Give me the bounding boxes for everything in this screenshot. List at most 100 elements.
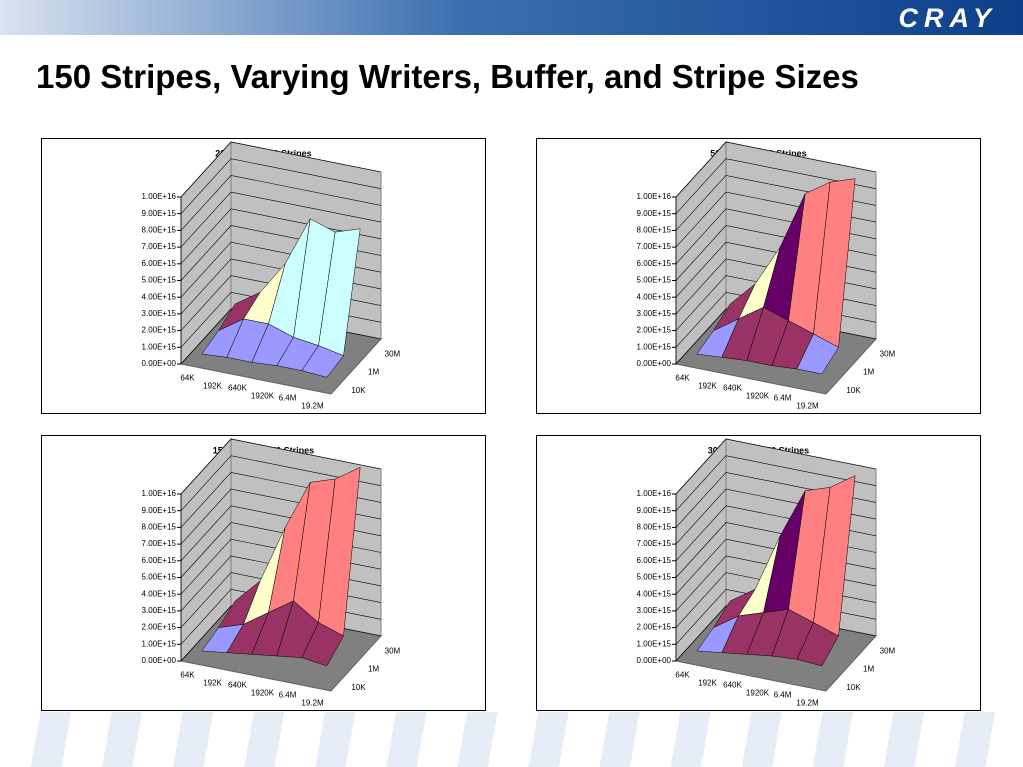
chart: 300 Writers, 150 Stripes0.00E+001.00E+15… xyxy=(536,435,981,711)
y-tick-label: 3.00E+15 xyxy=(637,606,672,615)
x-tick-label: 192K xyxy=(698,382,717,391)
x-tick-label: 1920K xyxy=(746,392,770,401)
surface-patch xyxy=(301,622,344,667)
y-tick-label: 8.00E+15 xyxy=(142,523,177,532)
grid-line xyxy=(675,455,877,511)
y-tick-label: 1.00E+15 xyxy=(142,342,177,351)
y-tick-label: 3.00E+15 xyxy=(637,309,672,318)
x-tick-label: 19.2M xyxy=(301,402,324,411)
depth-tick-label: 10K xyxy=(846,683,861,692)
y-tick-label: 1.00E+16 xyxy=(637,489,672,498)
y-tick-label: 5.00E+15 xyxy=(142,276,177,285)
x-tick-label: 6.4M xyxy=(774,394,792,403)
x-tick-label: 1920K xyxy=(251,689,275,698)
y-tick-label: 8.00E+15 xyxy=(637,523,672,532)
grid-line xyxy=(675,141,877,198)
depth-tick-label: 10K xyxy=(351,386,366,395)
y-tick-label: 4.00E+15 xyxy=(637,292,672,301)
surface-patch xyxy=(796,333,839,375)
x-tick-label: 6.4M xyxy=(279,691,297,700)
y-tick-label: 2.00E+15 xyxy=(142,326,177,335)
x-tick-label: 192K xyxy=(203,382,222,391)
grid-line xyxy=(180,141,382,198)
x-tick-label: 1920K xyxy=(251,392,275,401)
depth-tick-label: 30M xyxy=(880,646,896,655)
depth-tick-label: 1M xyxy=(368,368,379,377)
x-tick-label: 64K xyxy=(675,374,690,383)
chart: 20 Writers, 150 Stripes0.00E+001.00E+152… xyxy=(41,138,486,414)
top-bar: CRAY xyxy=(0,0,1023,35)
x-tick-label: 6.4M xyxy=(279,394,297,403)
y-tick-label: 3.00E+15 xyxy=(142,309,177,318)
surface-patch xyxy=(796,622,839,667)
x-tick-label: 640K xyxy=(723,384,742,393)
depth-tick-label: 30M xyxy=(385,646,401,655)
chart: 150 Writers, 150 Stripes0.00E+001.00E+15… xyxy=(41,435,486,711)
grid-line xyxy=(180,175,382,231)
y-tick-label: 9.00E+15 xyxy=(637,506,672,515)
y-tick-label: 7.00E+15 xyxy=(142,242,177,251)
y-tick-label: 9.00E+15 xyxy=(142,209,177,218)
y-tick-label: 1.00E+15 xyxy=(637,639,672,648)
y-tick-label: 6.00E+15 xyxy=(637,259,672,268)
depth-tick-label: 30M xyxy=(880,349,896,358)
y-tick-label: 0.00E+00 xyxy=(637,656,672,665)
slide-title: 150 Stripes, Varying Writers, Buffer, an… xyxy=(36,58,859,95)
y-tick-label: 1.00E+16 xyxy=(142,192,177,201)
depth-tick-label: 10K xyxy=(846,386,861,395)
decoration xyxy=(0,712,1023,767)
logo: CRAY xyxy=(898,3,997,33)
grid-line xyxy=(180,191,382,248)
y-tick-label: 0.00E+00 xyxy=(142,359,177,368)
y-tick-label: 0.00E+00 xyxy=(142,656,177,665)
y-tick-label: 9.00E+15 xyxy=(637,209,672,218)
grid-line xyxy=(180,455,382,511)
x-tick-label: 640K xyxy=(723,681,742,690)
y-tick-label: 6.00E+15 xyxy=(142,556,177,565)
y-tick-label: 9.00E+15 xyxy=(142,506,177,515)
x-tick-label: 64K xyxy=(675,671,690,680)
grid-line xyxy=(675,158,877,214)
x-tick-label: 640K xyxy=(228,384,247,393)
depth-tick-label: 1M xyxy=(863,368,874,377)
y-tick-label: 2.00E+15 xyxy=(142,623,177,632)
y-tick-label: 1.00E+15 xyxy=(142,639,177,648)
depth-tick-label: 1M xyxy=(368,665,379,674)
x-tick-label: 640K xyxy=(228,681,247,690)
y-tick-label: 8.00E+15 xyxy=(637,226,672,235)
x-tick-label: 192K xyxy=(203,679,222,688)
depth-tick-label: 1M xyxy=(863,665,874,674)
x-tick-label: 19.2M xyxy=(796,402,819,411)
x-tick-label: 19.2M xyxy=(796,699,819,708)
y-tick-label: 5.00E+15 xyxy=(142,573,177,582)
y-tick-label: 8.00E+15 xyxy=(142,226,177,235)
grid-line xyxy=(180,158,382,214)
x-tick-label: 19.2M xyxy=(301,699,324,708)
y-tick-label: 2.00E+15 xyxy=(637,326,672,335)
y-tick-label: 7.00E+15 xyxy=(637,242,672,251)
y-tick-label: 5.00E+15 xyxy=(637,276,672,285)
y-tick-label: 1.00E+16 xyxy=(142,489,177,498)
y-tick-label: 0.00E+00 xyxy=(637,359,672,368)
depth-tick-label: 10K xyxy=(351,683,366,692)
y-tick-label: 4.00E+15 xyxy=(637,589,672,598)
surface-patch xyxy=(301,345,344,378)
y-tick-label: 1.00E+16 xyxy=(637,192,672,201)
y-tick-label: 4.00E+15 xyxy=(142,292,177,301)
y-tick-label: 6.00E+15 xyxy=(637,556,672,565)
y-tick-label: 7.00E+15 xyxy=(142,539,177,548)
grid-line xyxy=(675,438,877,495)
depth-tick-label: 30M xyxy=(385,349,401,358)
chart: 50 Writers, 150 Stripes0.00E+001.00E+152… xyxy=(536,138,981,414)
x-tick-label: 192K xyxy=(698,679,717,688)
y-tick-label: 2.00E+15 xyxy=(637,623,672,632)
x-tick-label: 64K xyxy=(180,374,195,383)
y-tick-label: 3.00E+15 xyxy=(142,606,177,615)
grid-line xyxy=(180,208,382,265)
x-tick-label: 1920K xyxy=(746,689,770,698)
y-tick-label: 6.00E+15 xyxy=(142,259,177,268)
grid-line xyxy=(180,438,382,495)
x-tick-label: 6.4M xyxy=(774,691,792,700)
y-tick-label: 1.00E+15 xyxy=(637,342,672,351)
